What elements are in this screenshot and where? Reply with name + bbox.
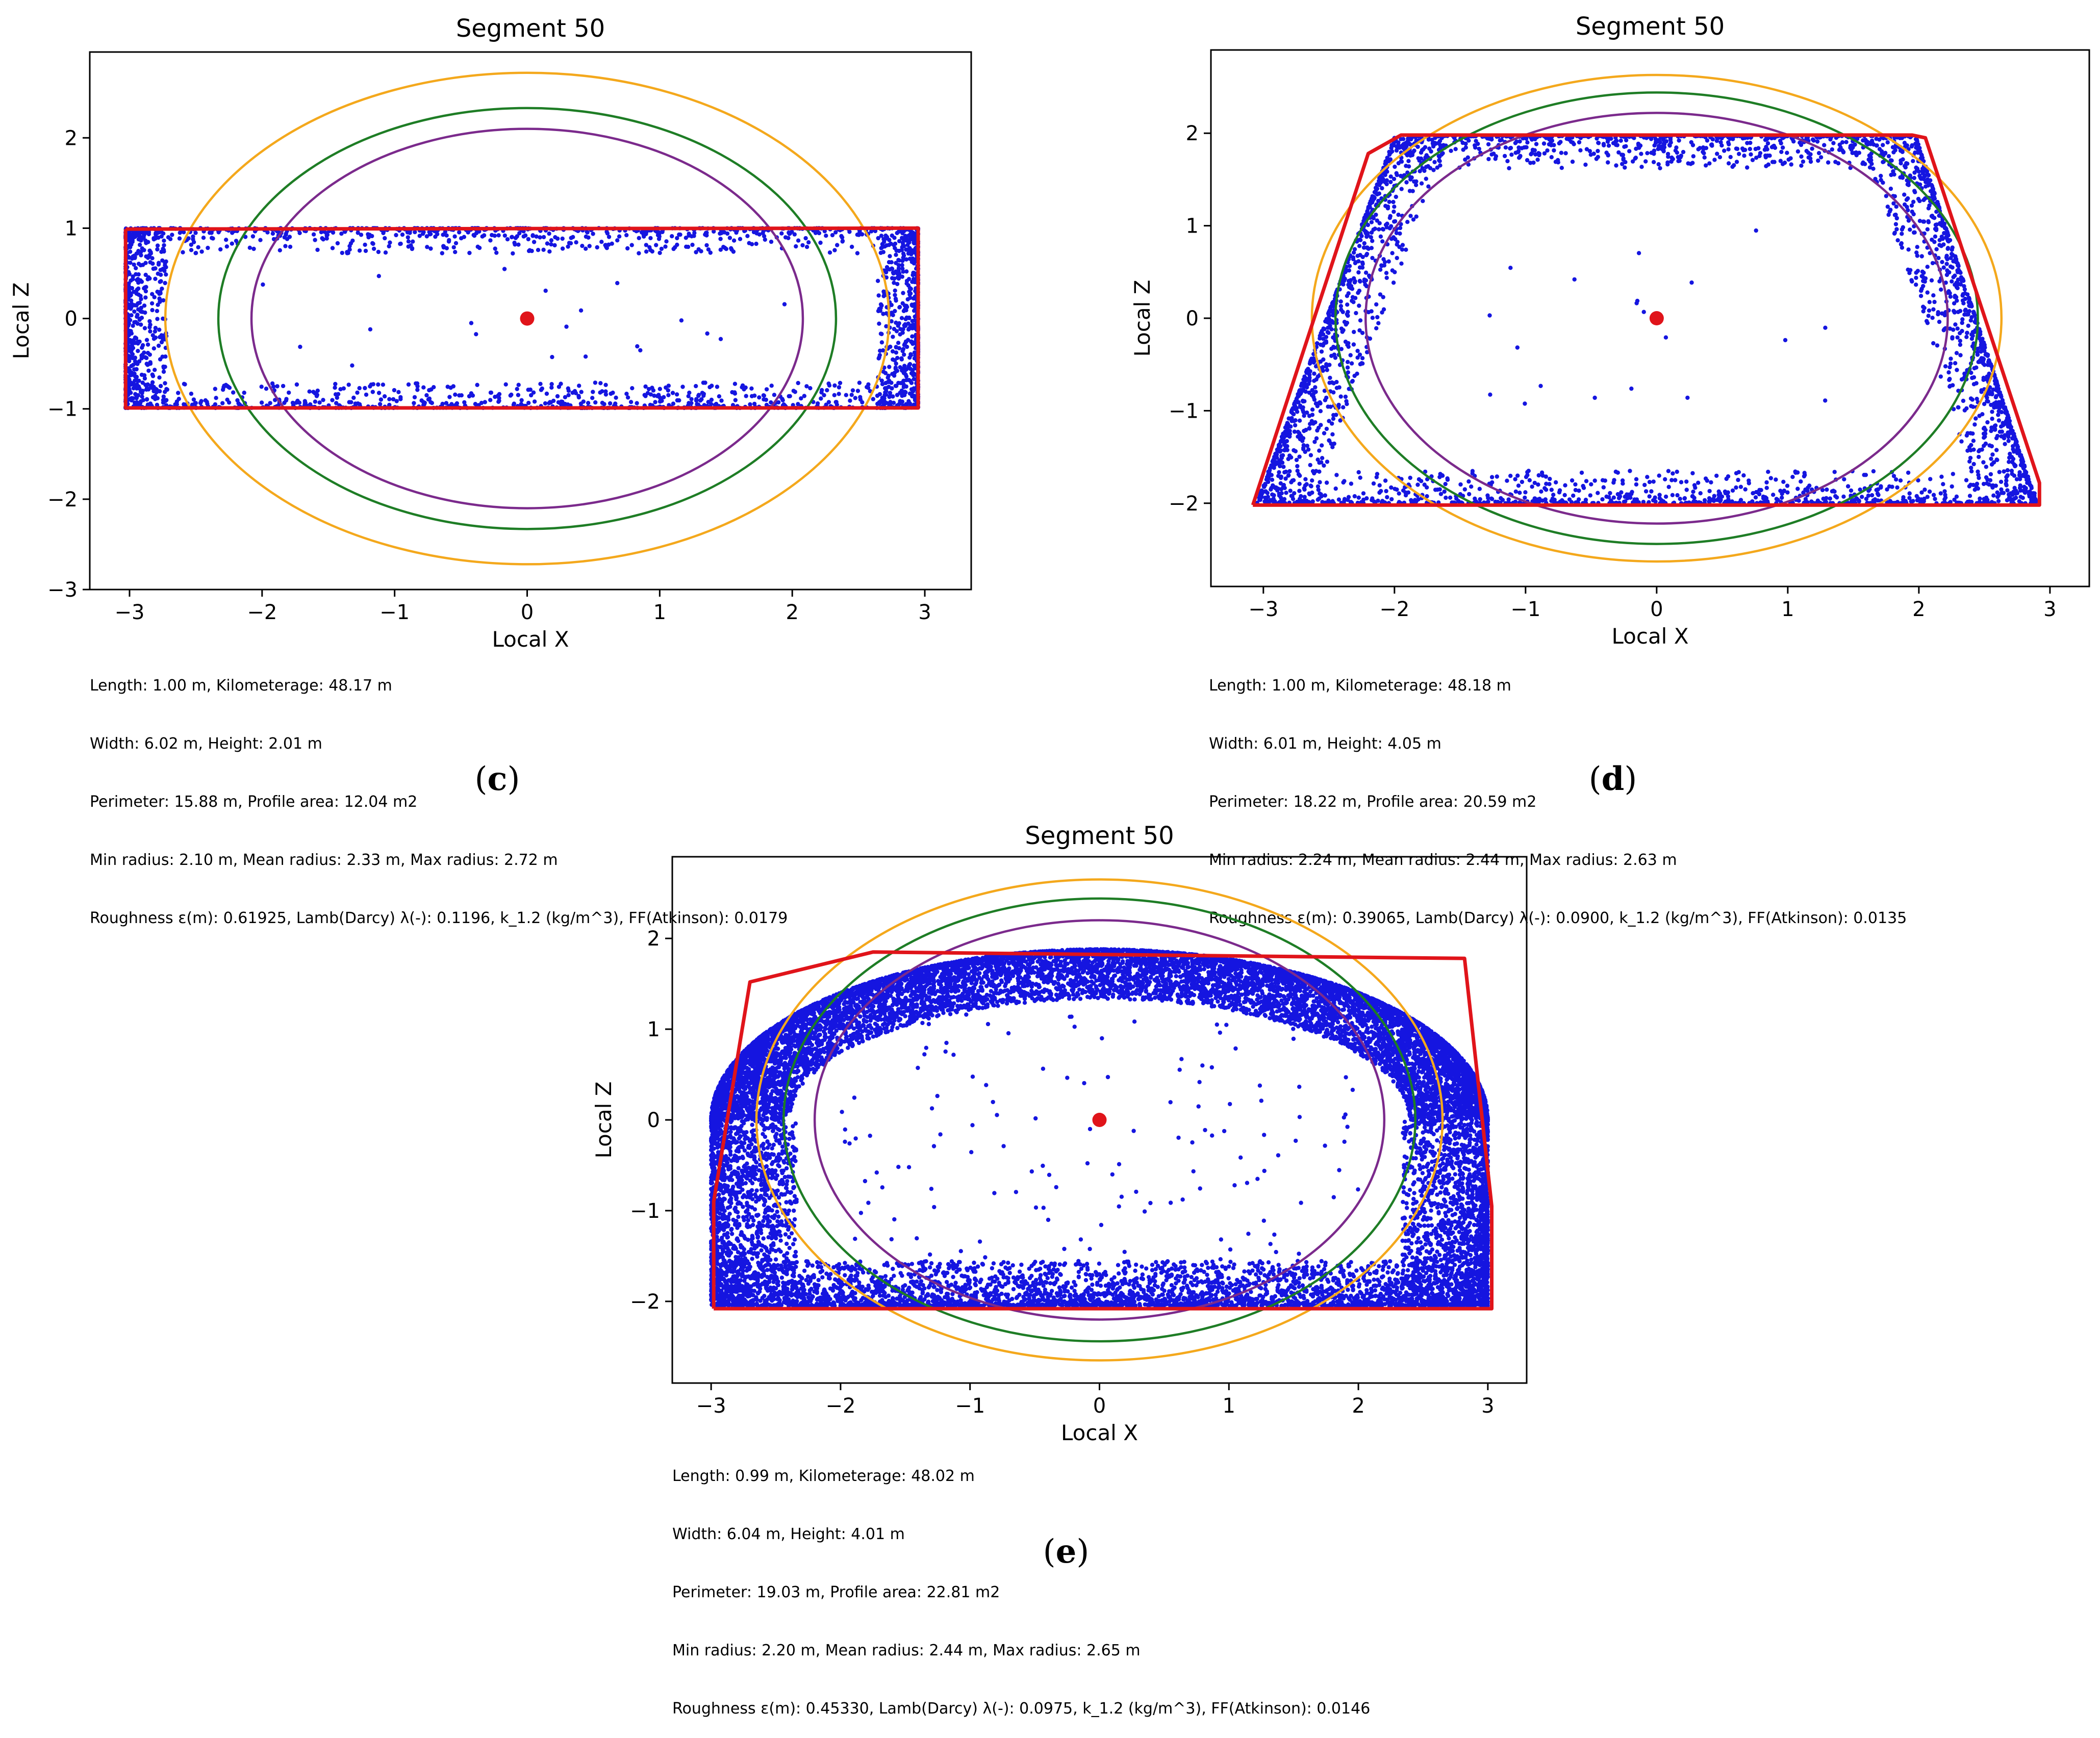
chart-title: Segment 50 [1025, 822, 1174, 850]
max-radius-circle [755, 878, 1444, 1362]
min-radius-circle [1364, 112, 1949, 525]
info-line-length: Length: 1.00 m, Kilometerage: 48.17 m [90, 677, 392, 695]
info-line-width: Width: 6.04 m, Height: 4.01 m [672, 1525, 905, 1543]
caption-letter: d [1601, 760, 1625, 798]
x-tick-label: 2 [1352, 1394, 1364, 1418]
caption-e: (e) [1043, 1532, 1090, 1571]
min-radius-circle [250, 127, 804, 509]
x-tick-label: −2 [1379, 598, 1409, 621]
info-block-e: Length: 0.99 m, Kilometerage: 48.02 m Wi… [672, 1428, 1370, 1738]
profile-point-cloud [709, 947, 1490, 1308]
plot-area [709, 878, 1494, 1362]
info-line-radius: Min radius: 2.10 m, Mean radius: 2.33 m,… [90, 851, 558, 869]
x-tick-label: −1 [1510, 598, 1540, 621]
info-line-width: Width: 6.02 m, Height: 2.01 m [90, 735, 322, 753]
x-tick-label: −2 [247, 601, 277, 624]
y-tick-label: −3 [47, 578, 78, 602]
info-line-radius: Min radius: 2.24 m, Mean radius: 2.44 m,… [1209, 851, 1677, 869]
x-tick-label: 3 [918, 601, 931, 624]
y-tick-label: −2 [1169, 492, 1199, 516]
plot-area [1251, 73, 2041, 563]
boundary-polygon [712, 950, 1494, 1311]
caption-letter: c [487, 760, 508, 798]
panel-e: Segment 50 −3 −2 −1 0 1 2 3 −2 −1 0 1 2 Local X Local … [561, 806, 1581, 1571]
mean-radius-circle [782, 897, 1416, 1343]
info-line-roughness: Roughness ε(m): 0.45330, Lamb(Darcy) λ(-… [672, 1700, 1371, 1718]
info-line-radius: Min radius: 2.20 m, Mean radius: 2.44 m,… [672, 1642, 1141, 1659]
info-line-perimeter: Perimeter: 15.88 m, Profile area: 12.04 … [90, 793, 418, 811]
x-tick-label: −2 [825, 1394, 855, 1418]
y-tick-label: −2 [47, 488, 78, 512]
y-tick-label: −1 [630, 1199, 660, 1223]
caption-letter: e [1055, 1532, 1077, 1571]
info-line-perimeter: Perimeter: 18.22 m, Profile area: 20.59 … [1209, 793, 1537, 811]
chart-c: Segment 50 −3 −2 −1 0 1 2 3 −3 −2 −1 0 1 2 Local X Loca… [9, 14, 972, 652]
x-axis-label: Local X [1061, 1420, 1138, 1445]
x-tick-label: 0 [521, 601, 534, 624]
caption-d: (d) [1588, 760, 1637, 798]
info-line-roughness: Roughness ε(m): 0.39065, Lamb(Darcy) λ(-… [1209, 909, 1907, 927]
min-radius-circle [813, 919, 1386, 1321]
y-tick-label: −2 [630, 1290, 660, 1314]
caption-c: (c) [474, 760, 520, 798]
x-tick-label: −1 [955, 1394, 985, 1418]
chart-d: Segment 50 −3 −2 −1 0 1 2 3 −2 −1 0 1 2 Local X Local … [1130, 12, 2090, 649]
y-tick-label: 2 [65, 126, 78, 150]
info-line-width: Width: 6.01 m, Height: 4.05 m [1209, 735, 1441, 753]
info-block-c: Length: 1.00 m, Kilometerage: 48.17 m Wi… [90, 637, 788, 948]
x-tick-label: 2 [786, 601, 798, 624]
chart-title: Segment 50 [1576, 12, 1725, 41]
x-axis-label: Local X [1612, 624, 1689, 649]
x-tick-label: −3 [1248, 598, 1278, 621]
info-line-length: Length: 1.00 m, Kilometerage: 48.18 m [1209, 677, 1511, 695]
y-tick-label: 2 [647, 927, 660, 951]
boundary-polygon [1251, 133, 2041, 507]
x-tick-label: 2 [1912, 598, 1925, 621]
mean-radius-circle [1334, 91, 1979, 545]
y-axis-label: Local Z [9, 283, 34, 360]
x-axis-label: Local X [492, 627, 569, 652]
axes-frame [89, 51, 972, 591]
panel-d: Segment 50 −3 −2 −1 0 1 2 3 −2 −1 0 1 2 Local X Local … [1071, 0, 2100, 765]
x-tick-label: 0 [1650, 598, 1663, 621]
y-axis-label: Local Z [1130, 280, 1155, 357]
y-tick-label: 0 [647, 1109, 660, 1132]
x-tick-label: −3 [114, 601, 144, 624]
max-radius-circle [164, 71, 891, 566]
center-point [1649, 311, 1664, 325]
y-tick-label: 1 [1186, 215, 1199, 238]
y-tick-label: 2 [1186, 122, 1199, 145]
y-tick-label: 1 [65, 217, 78, 240]
x-tick-label: 1 [1223, 1394, 1235, 1418]
info-line-roughness: Roughness ε(m): 0.61925, Lamb(Darcy) λ(-… [90, 909, 788, 927]
boundary-polygon [123, 226, 920, 410]
center-point [1092, 1113, 1107, 1127]
y-axis-label: Local Z [591, 1082, 616, 1159]
center-point [520, 311, 535, 326]
chart-title: Segment 50 [456, 14, 605, 43]
info-line-perimeter: Perimeter: 19.03 m, Profile area: 22.81 … [672, 1583, 1000, 1601]
plot-area [123, 71, 921, 566]
y-tick-label: 1 [647, 1018, 660, 1041]
info-line-length: Length: 0.99 m, Kilometerage: 48.02 m [672, 1467, 975, 1485]
info-block-d: Length: 1.00 m, Kilometerage: 48.18 m Wi… [1209, 637, 1907, 948]
x-tick-label: 3 [2043, 598, 2056, 621]
x-tick-label: 0 [1093, 1394, 1106, 1418]
x-tick-label: −3 [696, 1394, 726, 1418]
x-tick-label: −1 [379, 601, 410, 624]
x-tick-label: 1 [1781, 598, 1794, 621]
chart-e: Segment 50 −3 −2 −1 0 1 2 3 −2 −1 0 1 2 Local X Local … [591, 822, 1528, 1445]
x-tick-label: 3 [1481, 1394, 1494, 1418]
y-tick-label: 0 [65, 308, 78, 331]
max-radius-circle [1310, 73, 2003, 563]
mean-radius-circle [217, 107, 838, 530]
x-tick-label: 1 [653, 601, 666, 624]
y-tick-label: −1 [47, 398, 78, 421]
panel-c: Segment 50 −3 −2 −1 0 1 2 3 −3 −2 −1 0 1 2 Local X Loca… [0, 0, 1020, 765]
y-tick-label: −1 [1169, 399, 1199, 423]
y-tick-label: 0 [1186, 307, 1199, 330]
